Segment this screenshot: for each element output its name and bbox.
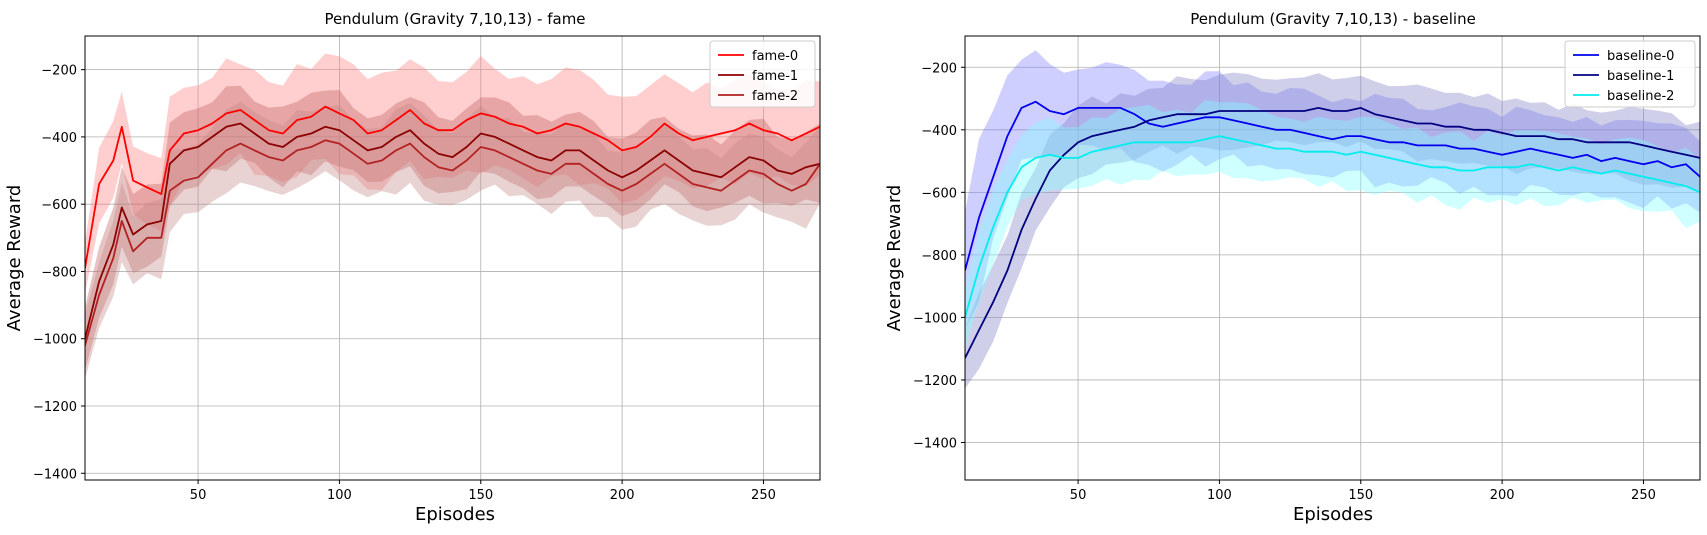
y-tick-label: −1000 — [913, 311, 957, 326]
x-tick-label: 100 — [1207, 488, 1232, 503]
legend-label-baseline-2: baseline-2 — [1607, 89, 1674, 104]
axes-frame — [964, 35, 1701, 481]
y-tick-label: −1200 — [33, 400, 77, 415]
legend-label-fame-0: fame-0 — [752, 49, 798, 64]
x-tick-label: 50 — [190, 488, 207, 503]
x-axis-label: Episodes — [1293, 504, 1373, 525]
x-tick-label: 250 — [751, 488, 776, 503]
legend: baseline-0 baseline-1 baseline-2 — [1564, 40, 1696, 108]
axes-frame — [84, 35, 821, 481]
series-line-fame-0 — [85, 105, 820, 269]
y-tick-label: −200 — [41, 64, 77, 79]
series-line-fame-2 — [85, 139, 820, 346]
chart-title: Pendulum (Gravity 7,10,13) - fame — [324, 10, 585, 28]
y-tick-label: −1400 — [33, 467, 77, 482]
series-line-baseline-2 — [965, 135, 1700, 318]
y-tick-label: −1400 — [913, 436, 957, 451]
x-tick-label: 200 — [1490, 488, 1515, 503]
y-tick-label: −400 — [41, 131, 77, 146]
x-tick-label: 50 — [1070, 488, 1087, 503]
y-axis-label: Average Reward — [4, 185, 25, 332]
y-axis-label: Average Reward — [884, 185, 905, 332]
legend-label-baseline-1: baseline-1 — [1607, 69, 1674, 84]
confidence-band-baseline-2 — [965, 100, 1700, 350]
y-tick-label: −1000 — [33, 333, 77, 348]
series-line-fame-1 — [85, 122, 820, 339]
x-tick-label: 150 — [468, 488, 493, 503]
legend-label-fame-2: fame-2 — [752, 89, 798, 104]
y-tick-label: −200 — [921, 61, 957, 76]
panel-baseline: Pendulum (Gravity 7,10,13) - baseline Ep… — [884, 10, 1701, 525]
y-tick-label: −600 — [41, 198, 77, 213]
x-tick-label: 200 — [610, 488, 635, 503]
x-tick-label: 250 — [1631, 488, 1656, 503]
series-line-baseline-1 — [965, 107, 1700, 359]
plot-area — [85, 53, 820, 379]
chart-title: Pendulum (Gravity 7,10,13) - baseline — [1190, 10, 1476, 28]
y-tick-label: −600 — [921, 186, 957, 201]
series-line-baseline-0 — [965, 100, 1700, 271]
legend-label-fame-1: fame-1 — [752, 69, 798, 84]
x-axis-label: Episodes — [415, 504, 495, 525]
grid — [965, 36, 1700, 480]
y-tick-label: −800 — [921, 249, 957, 264]
y-tick-label: −400 — [921, 124, 957, 139]
legend-label-baseline-0: baseline-0 — [1607, 49, 1674, 64]
plot-area — [965, 50, 1700, 389]
x-tick-label: 100 — [327, 488, 352, 503]
grid — [85, 36, 820, 480]
legend: fame-0 fame-1 fame-2 — [709, 40, 816, 108]
y-tick-label: −1200 — [913, 374, 957, 389]
y-tick-label: −800 — [41, 265, 77, 280]
x-tick-label: 150 — [1348, 488, 1373, 503]
confidence-band-fame-0 — [85, 53, 820, 293]
panel-fame: Pendulum (Gravity 7,10,13) - fame Episod… — [4, 10, 821, 525]
